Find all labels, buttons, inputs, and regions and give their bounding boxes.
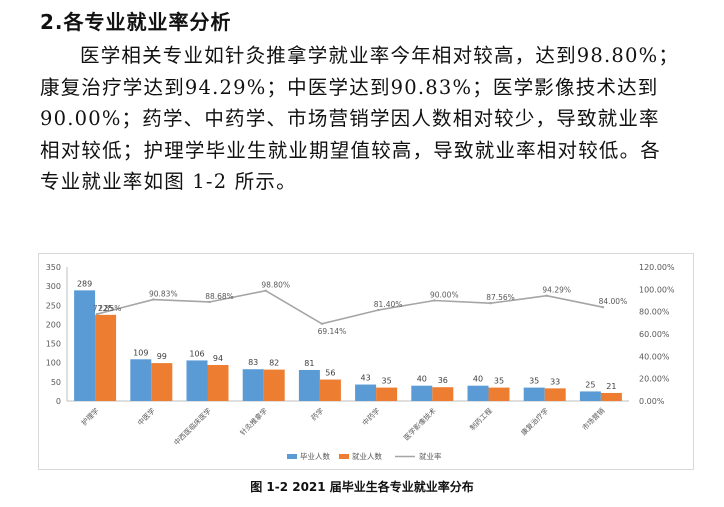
bar-graduates — [242, 369, 264, 401]
bar-graduates — [130, 359, 152, 401]
rate-point — [433, 299, 436, 302]
rate-point — [208, 300, 211, 304]
bar-graduates — [579, 391, 601, 401]
legend-swatch-employed — [339, 454, 349, 459]
legend-label-graduates: 毕业人数 — [300, 451, 330, 461]
rate-point — [95, 312, 99, 316]
rate-point — [320, 322, 324, 325]
rate-label: 98.80% — [261, 281, 290, 290]
rate-point — [152, 298, 155, 301]
bar-employed — [151, 363, 173, 401]
left-tick-label: 50 — [51, 378, 61, 387]
bar-value-label: 43 — [361, 374, 371, 383]
rate-point — [545, 294, 548, 297]
left-tick-label: 200 — [46, 320, 61, 329]
category-label: 护理学 — [79, 406, 100, 427]
rate-point — [376, 308, 380, 312]
right-tick-label: 80.00% — [639, 308, 670, 317]
left-tick-label: 100 — [46, 359, 61, 368]
bar-value-label: 40 — [473, 375, 483, 384]
rate-label: 69.14% — [318, 327, 347, 336]
bar-value-label: 56 — [325, 369, 335, 378]
right-tick-label: 0.00% — [639, 397, 665, 406]
bar-graduates — [411, 385, 433, 401]
rate-label: 94.29% — [542, 286, 571, 295]
legend-label-employed: 就业人数 — [352, 451, 382, 461]
section-heading: 2.各专业就业率分析 — [40, 10, 232, 34]
rate-point — [601, 306, 605, 309]
bar-employed — [600, 392, 622, 401]
left-tick-label: 350 — [46, 263, 61, 272]
rate-label: 90.83% — [149, 290, 178, 299]
bar-value-label: 36 — [438, 376, 448, 385]
category-label: 中医学 — [136, 406, 157, 427]
bar-value-label: 94 — [213, 354, 223, 363]
legend-label-rate: 就业率 — [419, 451, 442, 461]
bar-employed — [488, 387, 510, 401]
figure-caption: 图 1-2 2021 届毕业生各专业就业率分布 — [250, 480, 474, 494]
paragraph-text: 医学相关专业如针灸推拿学就业率今年相对较高，达到98.80%；康复治疗学达到94… — [40, 44, 680, 193]
bar-employed — [432, 387, 454, 401]
legend-swatch-graduates — [287, 454, 297, 459]
rate-point — [489, 302, 492, 305]
category-label: 中药学 — [360, 406, 381, 427]
bar-value-label: 106 — [189, 349, 204, 358]
bar-value-label: 35 — [382, 377, 392, 386]
left-tick-label: 300 — [46, 282, 61, 291]
bar-graduates — [355, 384, 377, 401]
rate-label: 88.68% — [205, 292, 234, 301]
bar-value-label: 289 — [77, 279, 92, 288]
bar-value-label: 99 — [157, 352, 167, 361]
category-label: 市场营销 — [580, 406, 606, 432]
category-label: 针灸推拿学 — [238, 406, 269, 437]
right-tick-label: 40.00% — [639, 352, 670, 361]
rate-line — [96, 289, 604, 325]
body-paragraph: 医学相关专业如针灸推拿学就业率今年相对较高，达到98.80%；康复治疗学达到94… — [40, 40, 680, 198]
chart-frame: 0 50 100 150 200 250 300 350 0.00% 20.00% 40.00% 60… — [38, 253, 694, 470]
bar-graduates — [74, 290, 96, 401]
bar-value-label: 82 — [269, 359, 279, 368]
right-tick-label: 60.00% — [639, 330, 670, 339]
bar-value-label: 21 — [606, 382, 616, 391]
category-label: 医学影像技术 — [402, 406, 438, 442]
bar-value-label: 109 — [133, 348, 148, 357]
employment-rate-chart: 0 50 100 150 200 250 300 350 0.00% 20.00% 40.00% 60… — [46, 263, 675, 461]
rate-label: 87.56% — [486, 293, 515, 302]
bar-value-label: 35 — [529, 377, 539, 386]
bar-employed — [376, 387, 398, 401]
right-tick-label: 100.00% — [639, 285, 675, 294]
category-label: 康复治疗学 — [519, 406, 550, 437]
bar-value-label: 35 — [494, 377, 504, 386]
category-label: 中西医临床医学 — [172, 406, 213, 447]
category-label: 制药工程 — [468, 406, 494, 432]
bar-value-label: 40 — [417, 375, 427, 384]
bar-value-label: 225 — [98, 304, 113, 313]
bar-employed — [319, 379, 341, 401]
bar-employed — [95, 314, 117, 401]
left-tick-label: 0 — [56, 397, 61, 406]
bar-graduates — [186, 360, 208, 401]
left-tick-label: 250 — [46, 301, 61, 310]
bar-graduates — [467, 385, 489, 401]
rate-label: 77.85% — [93, 304, 122, 313]
rate-point — [264, 289, 267, 292]
bar-graduates — [523, 387, 545, 401]
bar-value-label: 83 — [248, 358, 258, 367]
rate-label: 81.40% — [374, 300, 403, 309]
bar-value-label: 33 — [550, 377, 560, 386]
bar-value-label: 81 — [304, 359, 314, 368]
right-tick-label: 20.00% — [639, 375, 670, 384]
bar-employed — [544, 388, 566, 401]
category-label: 药学 — [309, 406, 325, 422]
bar-graduates — [298, 369, 320, 401]
left-tick-label: 150 — [46, 340, 61, 349]
rate-label: 90.00% — [430, 291, 459, 300]
bar-employed — [207, 365, 229, 401]
right-tick-label: 120.00% — [639, 263, 675, 272]
bar-value-label: 25 — [585, 380, 595, 389]
rate-label: 84.00% — [599, 297, 628, 306]
bar-employed — [263, 369, 285, 401]
